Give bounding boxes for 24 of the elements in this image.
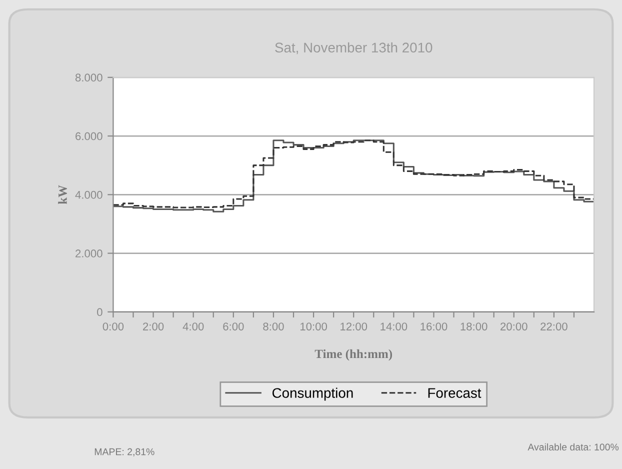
x-tick-label: 8:00 [263,322,284,330]
x-tick-label: 14:00 [380,322,408,330]
y-tick-label: 6.000 [76,132,102,140]
x-axis-title: Time (hh:mm) [314,349,392,361]
y-tick-label: 0 [97,308,102,316]
x-tick-label: 12:00 [340,322,368,330]
text: MAPE: 2,81% [94,448,154,456]
x-tick-label: 16:00 [420,322,448,330]
x-tick-label: 10:00 [300,322,328,330]
x-tick-label: 22:00 [540,322,568,330]
y-tick-label: 2.000 [76,250,102,258]
legend-label: Forecast [428,388,482,398]
y-tick-label: 8.000 [75,74,102,82]
x-tick-label: 6:00 [223,322,244,330]
x-tick-label: 0:00 [102,322,124,330]
x-tick-label: 2:00 [143,322,164,330]
y-tick-label: 4.000 [75,190,102,199]
legend-label: Consumption [272,388,353,401]
x-tick-label: 20:00 [500,322,528,330]
x-tick-label: 18:00 [460,322,488,330]
x-tick-label: 4:00 [182,322,204,330]
chart-title: Sat, November 13th 2010 [275,42,432,54]
y-axis-title: kW [58,185,67,204]
text: Available data: 100% [528,443,619,451]
